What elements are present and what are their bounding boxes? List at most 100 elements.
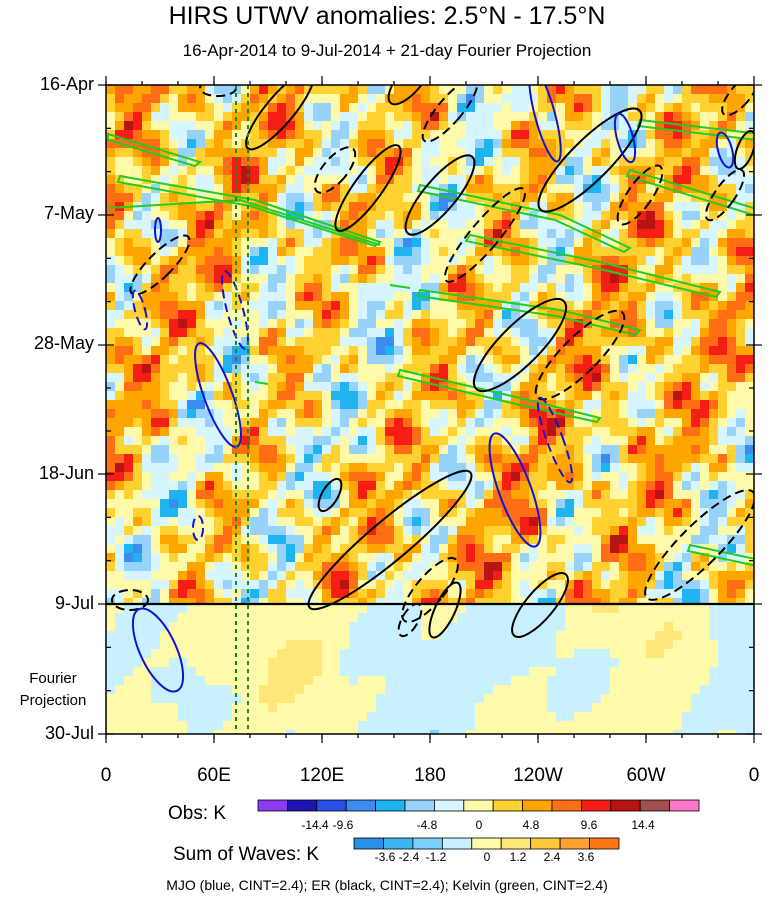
obs-cell bbox=[313, 202, 323, 212]
projection-cell bbox=[538, 676, 548, 686]
obs-cell bbox=[358, 319, 368, 329]
obs-cell bbox=[592, 211, 602, 221]
obs-cell bbox=[619, 400, 629, 410]
obs-cell bbox=[241, 598, 251, 608]
projection-cell bbox=[637, 604, 647, 614]
obs-cell bbox=[466, 355, 476, 365]
obs-cell bbox=[160, 490, 170, 500]
projection-cell bbox=[736, 676, 746, 686]
obs-cell bbox=[556, 580, 566, 590]
projection-cell bbox=[205, 604, 215, 614]
obs-cell bbox=[169, 544, 179, 554]
projection-cell bbox=[664, 640, 674, 650]
obs-cell bbox=[340, 553, 350, 563]
obs-cell bbox=[313, 292, 323, 302]
obs-cell bbox=[673, 598, 683, 608]
projection-cell bbox=[196, 613, 206, 623]
obs-cell bbox=[322, 112, 332, 122]
obs-cell bbox=[664, 319, 674, 329]
obs-cell bbox=[196, 436, 206, 446]
obs-cell bbox=[385, 418, 395, 428]
obs-cell bbox=[556, 355, 566, 365]
projection-cell bbox=[241, 676, 251, 686]
obs-cell bbox=[592, 598, 602, 608]
obs-cell bbox=[529, 472, 539, 482]
obs-cell bbox=[547, 157, 557, 167]
obs-cell bbox=[151, 481, 161, 491]
obs-cell bbox=[619, 472, 629, 482]
obs-cell bbox=[511, 391, 521, 401]
obs-cell bbox=[619, 193, 629, 203]
obs-cell bbox=[637, 589, 647, 599]
projection-cell bbox=[277, 649, 287, 659]
obs-cell bbox=[547, 580, 557, 590]
obs-cell bbox=[241, 265, 251, 275]
obs-cell bbox=[457, 418, 467, 428]
obs-cell bbox=[223, 562, 233, 572]
projection-cell bbox=[430, 667, 440, 677]
obs-cell bbox=[286, 94, 296, 104]
projection-cell bbox=[727, 631, 737, 641]
projection-cell bbox=[214, 676, 224, 686]
obs-cell bbox=[520, 490, 530, 500]
obs-cell bbox=[241, 553, 251, 563]
obs-cell bbox=[655, 580, 665, 590]
obs-cell bbox=[700, 373, 710, 383]
obs-cell bbox=[466, 499, 476, 509]
obs-cell bbox=[610, 472, 620, 482]
obs-cell bbox=[313, 355, 323, 365]
obs-cell bbox=[115, 436, 125, 446]
obs-cell bbox=[358, 445, 368, 455]
obs-cell bbox=[655, 535, 665, 545]
obs-cell bbox=[592, 193, 602, 203]
obs-cell bbox=[430, 148, 440, 158]
obs-cell bbox=[673, 562, 683, 572]
projection-cell bbox=[574, 622, 584, 632]
obs-cell bbox=[520, 229, 530, 239]
obs-cell bbox=[412, 472, 422, 482]
obs-cell bbox=[736, 112, 746, 122]
obs-cell bbox=[412, 283, 422, 293]
obs-cell bbox=[160, 121, 170, 131]
obs-cell bbox=[664, 382, 674, 392]
obs-cell bbox=[457, 463, 467, 473]
obs-cell bbox=[250, 265, 260, 275]
obs-cell bbox=[430, 517, 440, 527]
obs-cell bbox=[457, 589, 467, 599]
obs-cell bbox=[223, 598, 233, 608]
obs-cell bbox=[259, 265, 269, 275]
obs-cell bbox=[457, 157, 467, 167]
obs-cell bbox=[124, 508, 134, 518]
obs-cell bbox=[259, 220, 269, 230]
obs-cell bbox=[466, 166, 476, 176]
projection-cell bbox=[205, 640, 215, 650]
obs-cell bbox=[349, 265, 359, 275]
obs-cell bbox=[727, 508, 737, 518]
obs-cell bbox=[403, 337, 413, 347]
obs-cell bbox=[673, 490, 683, 500]
obs-cell bbox=[637, 382, 647, 392]
obs-cell bbox=[133, 220, 143, 230]
obs-cell bbox=[565, 220, 575, 230]
obs-cell bbox=[466, 337, 476, 347]
projection-cell bbox=[646, 658, 656, 668]
projection-cell bbox=[322, 676, 332, 686]
obs-cell bbox=[169, 517, 179, 527]
obs-cell bbox=[439, 562, 449, 572]
obs-cell bbox=[295, 535, 305, 545]
obs-cell bbox=[736, 130, 746, 140]
obs-cell bbox=[124, 112, 134, 122]
obs-cell bbox=[682, 553, 692, 563]
obs-cell bbox=[691, 328, 701, 338]
obs-cell bbox=[349, 508, 359, 518]
obs-cell bbox=[745, 148, 754, 158]
obs-cell bbox=[646, 400, 656, 410]
obs-cell bbox=[277, 202, 287, 212]
obs-cell bbox=[241, 112, 251, 122]
obs-cell bbox=[286, 463, 296, 473]
obs-cell bbox=[160, 463, 170, 473]
projection-cell bbox=[394, 613, 404, 623]
projection-cell bbox=[547, 640, 557, 650]
obs-cell bbox=[187, 517, 197, 527]
projection-cell bbox=[601, 622, 611, 632]
